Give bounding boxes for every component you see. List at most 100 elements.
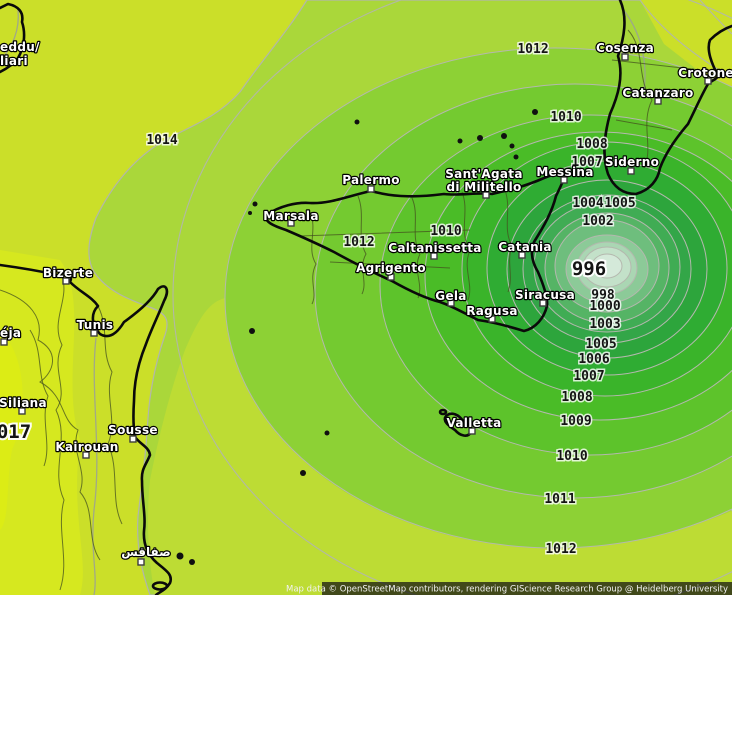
city-marker	[82, 451, 90, 459]
city-label: Sousse	[108, 423, 158, 437]
isobar-value-label: 1007	[573, 369, 604, 384]
city-marker	[654, 97, 662, 105]
isobar-value-label: 1011	[544, 492, 575, 507]
island-dot	[252, 201, 258, 207]
isobar-value-label: 1007	[571, 155, 602, 170]
isobar-value-label: 1008	[561, 390, 592, 405]
city-marker	[287, 219, 295, 227]
city-marker	[387, 273, 395, 281]
isobar-value-label: 1005	[585, 337, 616, 352]
coastlines	[0, 0, 732, 595]
isobar-1013-line	[172, 0, 732, 595]
city-label: eddu/	[0, 40, 40, 54]
city-label: Siderno	[605, 155, 659, 169]
city-marker	[18, 407, 26, 415]
legend-panel: Luftdruck auf Meereshöhe (hPa) Prognose …	[0, 595, 732, 732]
city-marker	[560, 176, 568, 184]
city-marker	[0, 338, 8, 346]
isobar-value-label: 1010	[556, 449, 587, 464]
city-label: صفاقس	[121, 545, 171, 559]
island-dot	[176, 552, 184, 560]
isobar-value-label: 1010	[430, 224, 461, 239]
high-pressure-patch2	[0, 330, 23, 530]
isobar-value-label: 1006	[578, 352, 609, 367]
city-marker	[447, 299, 455, 307]
city-label: Agrigento	[356, 261, 426, 275]
city-label: Caltanissetta	[388, 241, 481, 255]
coast-calabria	[603, 0, 732, 196]
city-marker	[482, 191, 490, 199]
city-label: éja	[0, 326, 21, 340]
island-dot	[248, 211, 252, 215]
coast-djerba	[151, 581, 169, 591]
island-dot	[324, 430, 330, 436]
map-attribution: Map data © OpenStreetMap contributors, r…	[286, 582, 732, 595]
city-label: Messina	[536, 165, 593, 179]
city-label: Gela	[435, 289, 466, 303]
city-label: Valletta	[446, 416, 501, 430]
isobar-value-label: 1012	[545, 542, 576, 557]
city-marker	[627, 167, 635, 175]
city-marker	[539, 299, 547, 307]
island-dot	[189, 559, 195, 565]
ne-isobar-line2	[699, 0, 732, 35]
isobar-value-label: 1010	[550, 110, 581, 125]
city-label: Crotone	[678, 66, 732, 80]
isobar-value-label: 1005	[604, 196, 635, 211]
island-dot	[532, 109, 538, 115]
city-marker	[488, 315, 496, 323]
admin-borders	[0, 29, 701, 591]
island-dot	[477, 135, 483, 141]
isobar-value-label: 1014	[146, 133, 177, 148]
city-label: Catania	[498, 240, 552, 254]
city-label: Siliana	[0, 396, 47, 410]
city-label: Bizerte	[43, 266, 93, 280]
isobar-value-label: 998	[591, 288, 615, 303]
city-label: Palermo	[342, 173, 400, 187]
city-marker	[62, 277, 70, 285]
city-label: liari	[0, 54, 28, 68]
island-dot	[501, 133, 507, 139]
road-line-tunisia	[92, 337, 98, 595]
city-label: Tunis	[77, 318, 114, 332]
city-marker	[137, 558, 145, 566]
island-dot	[457, 138, 463, 144]
isobar-value-label: 1002	[582, 214, 613, 229]
city-label: di Militello	[446, 180, 521, 194]
city-label: Siracusa	[515, 288, 575, 302]
city-marker	[704, 77, 712, 85]
city-label: Marsala	[263, 209, 319, 223]
city-marker	[367, 185, 375, 193]
low-pressure-rings	[224, 47, 732, 549]
pressure-map: 1014 1012 1010 1012 1010 1008 1007 1004 1005 1002…	[0, 0, 732, 595]
island-dot	[509, 143, 515, 149]
city-label: Ragusa	[466, 304, 518, 318]
isobar-value-label: 1009	[560, 414, 591, 429]
south-high-region	[147, 298, 732, 595]
ne-isobar-line1	[639, 0, 732, 79]
island-dot	[513, 154, 519, 160]
city-marker	[90, 329, 98, 337]
city-marker	[468, 427, 476, 435]
isobar-ring-core	[591, 253, 623, 279]
island-dot	[249, 328, 255, 334]
isobar-value-label: 1008	[576, 137, 607, 152]
city-label: Sant'Agata	[445, 167, 523, 181]
road-line-calabria	[621, 7, 646, 91]
city-label: Kairouan	[55, 440, 118, 454]
ne-high-region	[640, 0, 732, 92]
isobar-value-label: 996	[572, 258, 606, 280]
isobar-value-label: 1004	[572, 196, 603, 211]
coast-gozo	[438, 408, 448, 416]
coast-sicily	[264, 168, 566, 333]
city-marker	[518, 251, 526, 259]
island-dots	[176, 109, 538, 565]
isobar-value-label: 1012	[343, 235, 374, 250]
coast-sardinia	[0, 2, 26, 74]
city-marker	[430, 252, 438, 260]
island-dot	[354, 119, 360, 125]
island-dot	[300, 470, 306, 476]
